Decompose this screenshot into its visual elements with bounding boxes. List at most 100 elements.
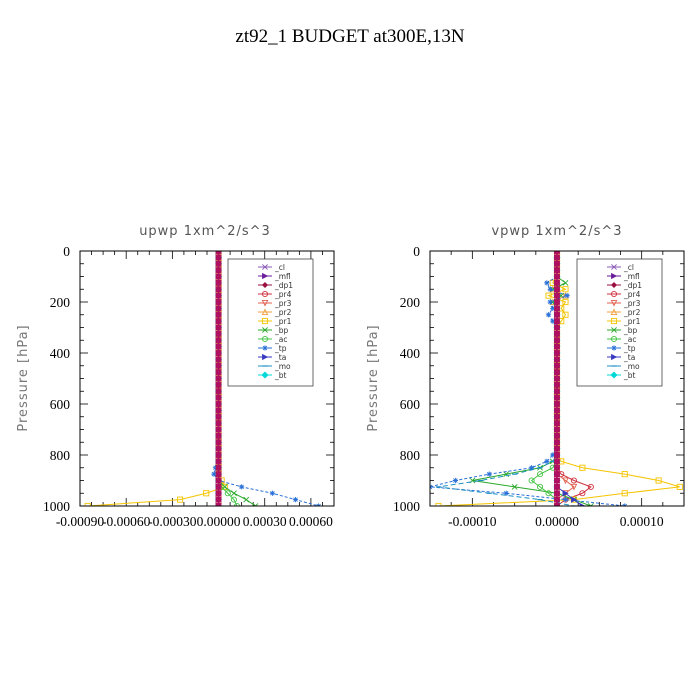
y-tick-label: 800 [50,448,71,463]
data-point [177,496,184,503]
legend-marker [611,327,617,333]
data-point [215,254,222,261]
data-point [554,318,560,325]
legend: _cl_mfl_dp1_pr4_pr3_pr2_pr1_bp_ac_tp_ta_… [227,258,314,387]
data-point [554,439,560,446]
data-point [215,375,222,382]
x-tick-label: 0.00000 [535,514,579,529]
legend-label: _pr2 [623,308,641,317]
data-point [215,381,222,388]
data-point [215,401,222,407]
x-tick-label: -0.00010 [448,514,497,529]
legend-marker [262,272,269,280]
legend-label: _cl [623,263,634,272]
data-point [215,362,222,369]
y-tick-label: 1000 [393,499,420,514]
data-point [554,260,560,267]
legend-item: _mfl [258,272,291,281]
y-tick-label: 400 [400,346,421,361]
data-point [554,452,560,458]
data-point [503,490,509,496]
legend-item: _pr4 [607,290,641,299]
legend-item: _ac [258,335,287,344]
legend-label: _bt [623,371,636,380]
data-point [215,407,222,414]
data-point [554,483,560,490]
y-tick-label: 400 [50,346,71,361]
data-point [621,490,628,497]
legend-item: _dp1 [607,281,642,290]
legend-item: _pr3 [258,299,292,308]
data-point [529,465,535,471]
x-tick-label: 0.00000 [197,514,241,529]
legend-marker [262,264,268,270]
plot-frame [79,250,335,507]
data-point [215,356,222,363]
legend-marker [610,317,618,325]
data-point [554,464,560,471]
data-point [215,286,222,293]
data-point [215,330,222,337]
legend-marker [261,299,269,307]
data-point [215,471,222,478]
legend-item: _pr3 [607,299,641,308]
legend-marker [261,317,269,325]
x-tick-label: 0.00030 [243,514,287,529]
data-point [554,407,560,414]
data-point [537,483,544,490]
data-point [545,292,552,299]
y-tick-label: 200 [50,295,71,310]
legend-item: _pr2 [607,308,641,317]
y-tick-label: 1000 [43,499,70,514]
data-point [554,477,560,484]
data-point [215,388,222,395]
panel-title-upwp: upwp 1xm^2/s^3 [139,224,271,239]
legend-item: _bp [258,326,289,335]
data-point [215,337,222,344]
x-tick-label: 0.00010 [620,514,664,529]
data-point [215,477,222,484]
data-point [554,330,560,337]
data-point [215,490,222,497]
data-point [215,483,222,490]
data-point [215,452,222,458]
data-point [231,490,237,497]
y-tick-label: 800 [400,448,421,463]
series-group [430,251,683,506]
data-point [554,311,560,318]
y-axis-label-vpwp: Pressure [hPa] [366,324,381,431]
data-point [215,445,222,452]
legend-label: _bp [274,326,289,335]
series-line [87,251,226,506]
series-extra [554,251,560,506]
data-point [215,394,222,401]
data-point [550,305,556,311]
data-point [537,471,544,478]
data-point [554,426,560,433]
data-point [215,432,222,439]
data-point [203,490,210,497]
legend-label: _dp1 [623,281,642,290]
data-point [554,375,560,382]
data-point [579,490,586,497]
legend-marker [610,335,618,343]
data-point [562,497,569,503]
legend-box [227,258,314,387]
data-point [211,471,217,477]
data-point [554,496,560,503]
legend-label: _ta [274,353,286,362]
data-point [554,362,560,369]
data-point [554,394,560,401]
data-point [562,477,569,485]
legend-label: _mo [274,362,291,371]
legend-label: _mfl [274,272,291,281]
legend-marker [261,308,269,316]
legend-label: _ac [623,335,636,344]
data-point [550,318,556,324]
data-point [486,471,492,477]
legend-label: _pr2 [274,308,292,317]
data-point [547,286,553,292]
data-point [215,299,222,305]
legend-item: _mfl [607,272,640,281]
data-point [562,311,569,318]
